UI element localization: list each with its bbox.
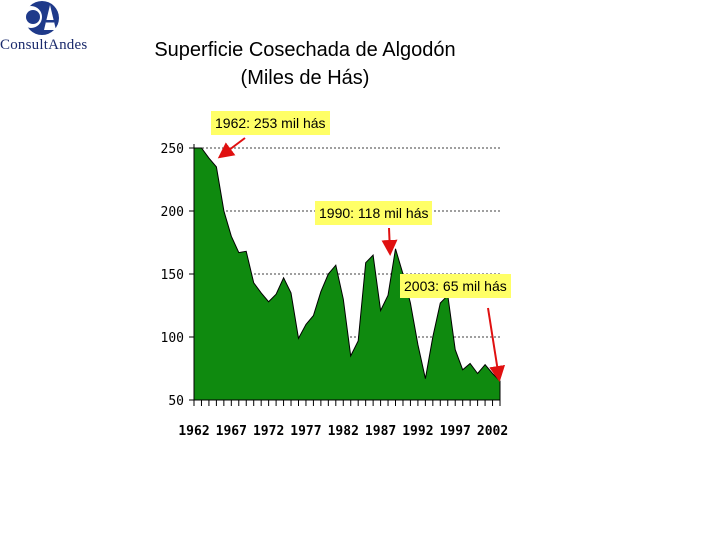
annotation-arrow-1990 xyxy=(381,227,398,256)
annotation-2003: 2003: 65 mil hás xyxy=(400,274,511,298)
data-point-1988 xyxy=(387,294,389,296)
chart-title-line2: (Miles de Hás) xyxy=(240,67,370,89)
data-point-1998 xyxy=(462,369,464,371)
data-point-1984 xyxy=(357,340,359,342)
data-point-1969 xyxy=(245,250,247,252)
data-point-1979 xyxy=(320,290,322,292)
x-tick-label-1977: 1977 xyxy=(290,424,321,439)
data-point-1997 xyxy=(454,348,456,350)
data-point-1985 xyxy=(365,262,367,264)
data-point-1993 xyxy=(424,377,426,379)
x-tick-label-1987: 1987 xyxy=(365,424,396,439)
data-point-2003 xyxy=(499,380,501,382)
data-point-1975 xyxy=(290,292,292,294)
data-point-1981 xyxy=(335,264,337,266)
data-point-1976 xyxy=(297,337,299,339)
data-point-1983 xyxy=(350,355,352,357)
data-point-1968 xyxy=(238,251,240,253)
data-point-2001 xyxy=(484,364,486,366)
y-tick-label-100: 100 xyxy=(161,331,184,346)
data-point-1965 xyxy=(215,166,217,168)
annotation-arrow-1962 xyxy=(217,137,246,159)
y-tick-label-50: 50 xyxy=(168,394,184,409)
logo-text: ConsultAndes xyxy=(0,37,88,53)
data-point-1982 xyxy=(342,298,344,300)
data-point-1974 xyxy=(282,277,284,279)
annotation-arrow-2003 xyxy=(487,307,506,382)
data-point-1994 xyxy=(432,336,434,338)
chart-title-line1: Superficie Cosechada de Algodón xyxy=(154,39,456,61)
data-point-1963 xyxy=(200,147,202,149)
data-point-1973 xyxy=(275,293,277,295)
data-point-1972 xyxy=(267,301,269,303)
x-tick-label-1967: 1967 xyxy=(216,424,247,439)
annotation-1962: 1962: 253 mil hás xyxy=(211,111,330,135)
y-tick-label-250: 250 xyxy=(161,142,184,157)
data-point-1970 xyxy=(253,282,255,284)
series-area xyxy=(193,147,501,401)
data-point-1987 xyxy=(379,309,381,311)
data-point-2000 xyxy=(476,372,478,374)
consultandes-logo xyxy=(20,1,59,35)
data-point-1980 xyxy=(327,273,329,275)
x-tick-label-1982: 1982 xyxy=(328,424,359,439)
y-tick-label-150: 150 xyxy=(161,268,184,283)
data-point-1995 xyxy=(439,302,441,304)
x-tick-label-1997: 1997 xyxy=(440,424,471,439)
data-point-1999 xyxy=(469,362,471,364)
chart-title: Superficie Cosechada de Algodón (Miles d… xyxy=(120,36,490,92)
data-point-1964 xyxy=(208,157,210,159)
data-point-1986 xyxy=(372,254,374,256)
annotation-1990: 1990: 118 mil hás xyxy=(315,201,433,225)
x-tick-label-1972: 1972 xyxy=(253,424,284,439)
data-point-1978 xyxy=(312,314,314,316)
data-point-1989 xyxy=(394,248,396,250)
x-tick-label-1962: 1962 xyxy=(178,424,209,439)
data-point-1991 xyxy=(409,302,411,304)
data-point-1977 xyxy=(305,323,307,325)
data-point-1971 xyxy=(260,292,262,294)
data-point-2002 xyxy=(491,372,493,374)
data-point-1992 xyxy=(417,343,419,345)
data-point-1966 xyxy=(223,210,225,212)
data-point-1967 xyxy=(230,235,232,237)
y-tick-label-200: 200 xyxy=(161,205,184,220)
x-tick-label-1992: 1992 xyxy=(402,424,433,439)
x-tick-label-2002: 2002 xyxy=(477,424,508,439)
